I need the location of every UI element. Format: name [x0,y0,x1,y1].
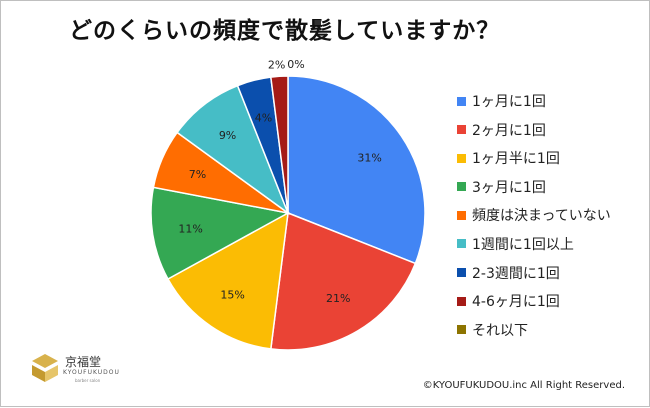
legend-item-1: 1ヶ月に1回 [457,93,611,122]
legend-item-9: それ以下 [457,322,611,351]
legend-swatch-8 [457,296,466,306]
legend-label-5: 頻度は決まっていない [472,208,611,225]
logo-mark-icon [32,354,58,382]
legend-swatch-5 [457,210,466,220]
legend-label-6: 1週間に1回以上 [472,236,574,253]
pie-label-4: 11% [178,222,202,235]
pie-label-7: 4% [255,111,272,124]
pie-slice-1 [287,75,426,265]
pie-slice-8 [269,75,289,214]
legend-label-1: 1ヶ月に1回 [472,94,546,110]
legend-label-7: 2-3週間に1回 [472,265,560,282]
legend-label-4: 3ヶ月に1回 [472,179,546,196]
legend-label-3: 1ヶ月半に1回 [472,151,560,168]
legend-item-6: 1週間に1回以上 [457,236,611,265]
pie-label-3: 15% [220,289,244,302]
logo-name: 京福堂 [65,355,102,369]
legend-label-2: 2ヶ月に1回 [472,122,546,139]
legend-item-7: 2-3週間に1回 [457,265,611,294]
legend-label-9: それ以下 [472,322,528,339]
legend-item-2: 2ヶ月に1回 [457,122,611,151]
pie-slice-2 [269,211,417,351]
legend-swatch-2 [457,125,466,135]
pie-label-6: 9% [219,129,236,142]
pie-slice-4 [150,186,291,281]
legend-swatch-7 [457,268,466,278]
legend-label-8: 4-6ヶ月に1回 [472,294,560,311]
legend-item-3: 1ヶ月半に1回 [457,150,611,179]
chart-title: どのくらいの頻度で散髪していますか？ [69,18,501,44]
legend-swatch-4 [457,182,466,192]
pie-label-2: 21% [326,292,350,305]
legend-item-5: 頻度は決まっていない [457,207,611,236]
copyright-text: ©KYOUFUKUDOU.inc All Right Reserved. [422,380,625,391]
pie-label-9: 0% [287,58,304,71]
pie-slice-3 [166,211,289,350]
chart-legend: 1ヶ月に1回 2ヶ月に1回 1ヶ月半に1回 3ヶ月に1回頻度は決まっていない 1週間に1… [457,93,611,350]
legend-swatch-6 [457,239,466,249]
legend-swatch-3 [457,153,466,163]
pie-label-1: 31% [357,152,381,165]
legend-item-8: 4-6ヶ月に1回 [457,293,611,322]
legend-swatch-1 [457,96,466,106]
pie-label-8: 2% [268,58,285,71]
logo-subtitle: KYOUFUKUDOU [63,369,120,376]
pie-label-5: 7% [189,168,206,181]
legend-swatch-9 [457,325,466,335]
legend-item-4: 3ヶ月に1回 [457,179,611,208]
logo-tagline: barber salon [75,378,101,383]
